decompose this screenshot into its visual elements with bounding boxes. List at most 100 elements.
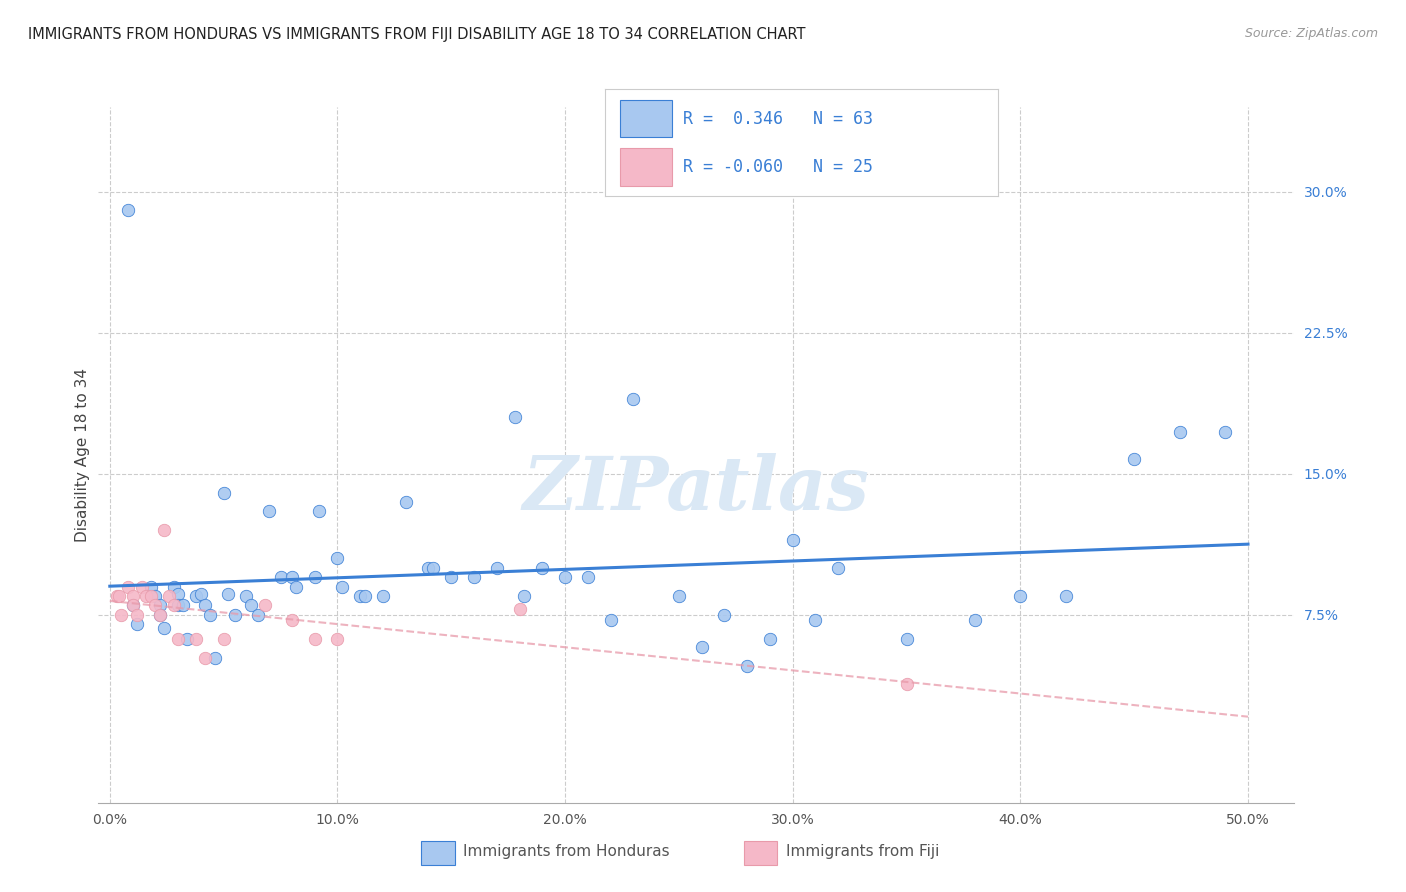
Fiji: [157, 589, 180, 603]
Honduras: [270, 570, 292, 584]
Fiji: [186, 632, 208, 647]
Honduras: [204, 651, 226, 665]
Text: Immigrants from Fiji: Immigrants from Fiji: [786, 845, 939, 859]
Honduras: [576, 570, 599, 584]
Fiji: [149, 607, 172, 622]
Honduras: [153, 621, 176, 635]
Honduras: [1123, 451, 1146, 466]
Bar: [620, 100, 672, 137]
Honduras: [418, 560, 440, 574]
Honduras: [440, 570, 463, 584]
Honduras: [167, 587, 190, 601]
Text: IMMIGRANTS FROM HONDURAS VS IMMIGRANTS FROM FIJI DISABILITY AGE 18 TO 34 CORRELA: IMMIGRANTS FROM HONDURAS VS IMMIGRANTS F…: [28, 27, 806, 42]
Fiji: [281, 614, 304, 628]
Honduras: [212, 485, 235, 500]
Honduras: [172, 599, 194, 613]
Honduras: [554, 570, 576, 584]
Honduras: [963, 614, 986, 628]
Fiji: [117, 580, 139, 594]
Bar: [744, 840, 778, 865]
Honduras: [735, 658, 758, 673]
Honduras: [599, 614, 621, 628]
Honduras: [127, 617, 149, 632]
Honduras: [804, 614, 827, 628]
Honduras: [349, 589, 371, 603]
Honduras: [827, 560, 849, 574]
Fiji: [131, 580, 153, 594]
Honduras: [1010, 589, 1032, 603]
Y-axis label: Disability Age 18 to 34: Disability Age 18 to 34: [75, 368, 90, 542]
Honduras: [121, 599, 143, 613]
Honduras: [503, 410, 526, 425]
Honduras: [217, 587, 239, 601]
Fiji: [108, 589, 131, 603]
Text: Source: ZipAtlas.com: Source: ZipAtlas.com: [1244, 27, 1378, 40]
Fiji: [509, 602, 531, 616]
Honduras: [330, 580, 353, 594]
Honduras: [371, 589, 394, 603]
Text: R = -0.060   N = 25: R = -0.060 N = 25: [683, 159, 873, 177]
Honduras: [257, 504, 280, 518]
Fiji: [110, 607, 132, 622]
Honduras: [167, 599, 190, 613]
Fiji: [194, 651, 217, 665]
Fiji: [896, 677, 918, 691]
Honduras: [782, 533, 804, 547]
Honduras: [422, 560, 444, 574]
Fiji: [153, 523, 176, 537]
Honduras: [1213, 425, 1236, 440]
Honduras: [281, 570, 304, 584]
Honduras: [176, 632, 198, 647]
Honduras: [149, 599, 172, 613]
Fiji: [304, 632, 326, 647]
Fiji: [127, 607, 149, 622]
Honduras: [235, 589, 257, 603]
Text: Immigrants from Honduras: Immigrants from Honduras: [463, 845, 669, 859]
Text: ZIPatlas: ZIPatlas: [523, 453, 869, 526]
Honduras: [194, 599, 217, 613]
Fiji: [139, 589, 162, 603]
Honduras: [621, 392, 644, 406]
Bar: [422, 840, 454, 865]
Honduras: [224, 607, 246, 622]
Bar: [620, 148, 672, 186]
Honduras: [143, 589, 166, 603]
Honduras: [162, 580, 184, 594]
Honduras: [690, 640, 713, 654]
Honduras: [190, 587, 212, 601]
Honduras: [285, 580, 308, 594]
Fiji: [143, 599, 166, 613]
Honduras: [713, 607, 735, 622]
Fiji: [121, 599, 143, 613]
Honduras: [239, 599, 262, 613]
Honduras: [117, 203, 139, 218]
Honduras: [531, 560, 554, 574]
Fiji: [326, 632, 349, 647]
Fiji: [167, 632, 190, 647]
Fiji: [212, 632, 235, 647]
Honduras: [198, 607, 221, 622]
Honduras: [149, 607, 172, 622]
Honduras: [759, 632, 782, 647]
Honduras: [246, 607, 269, 622]
Honduras: [463, 570, 485, 584]
Honduras: [668, 589, 690, 603]
Honduras: [513, 589, 536, 603]
Fiji: [162, 599, 184, 613]
Honduras: [326, 551, 349, 566]
Honduras: [1054, 589, 1077, 603]
Honduras: [395, 495, 418, 509]
Fiji: [135, 589, 157, 603]
Honduras: [186, 589, 208, 603]
Honduras: [896, 632, 918, 647]
Fiji: [121, 589, 143, 603]
Honduras: [353, 589, 375, 603]
Honduras: [308, 504, 330, 518]
Text: R =  0.346   N = 63: R = 0.346 N = 63: [683, 111, 873, 128]
Fiji: [253, 599, 276, 613]
Honduras: [485, 560, 508, 574]
Fiji: [105, 589, 128, 603]
Honduras: [139, 580, 162, 594]
Honduras: [304, 570, 326, 584]
Honduras: [1168, 425, 1191, 440]
